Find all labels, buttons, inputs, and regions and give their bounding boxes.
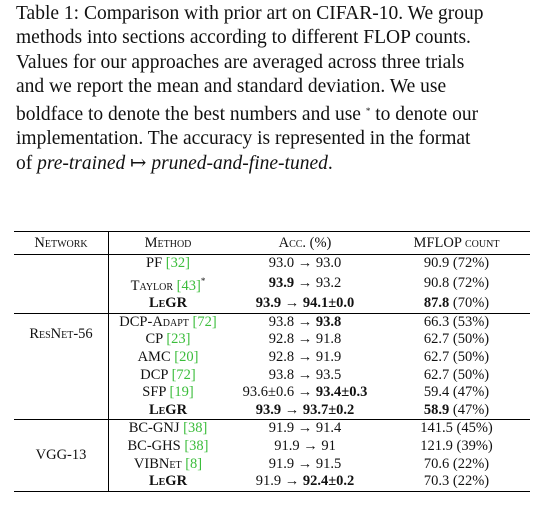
accuracy-cell: 91.9 → 91	[274, 437, 336, 454]
table-row: VGG-13 BC-GNJ [38] 91.9 → 91.4 141.5 (45…	[14, 419, 530, 492]
mflop-cell: 62.7 (50%)	[423, 366, 490, 383]
caption-line: and we report the mean and standard devi…	[16, 75, 447, 97]
table-row: CP [23] 92.8 → 91.8 62.7 (50%)	[14, 331, 530, 349]
accuracy-cell: 91.9 → 92.4±0.2	[255, 473, 355, 490]
network-label: VGG-13	[35, 446, 87, 463]
citation-link[interactable]: [20]	[174, 348, 199, 365]
accuracy-cell: 93.9 → 93.2	[268, 275, 342, 292]
header-mflop: MFLOP count	[413, 235, 500, 251]
caption-italic: pruned-and-fine-tuned	[151, 152, 328, 174]
table-caption: Table 1: Comparison with prior art on CI…	[16, 2, 528, 176]
table-row: ResNet-56 DCP-Adapt [72] 93.8 → 93.8 66.…	[14, 313, 530, 420]
accuracy-cell: 93.9 → 93.7±0.2	[255, 401, 355, 418]
network-cell: ResNet-56	[14, 313, 109, 420]
mflop-cell: 58.9 (47%)	[423, 401, 490, 418]
citation-link[interactable]: [38]	[184, 437, 209, 454]
table-row: VIBNet [8] 91.9 → 91.5 70.6 (22%)	[14, 456, 530, 474]
method-cell: CP [23]	[145, 331, 191, 348]
citation-link[interactable]: [32]	[165, 255, 190, 271]
method-cell: PF [32]	[146, 255, 190, 271]
table-row: AMC [20] 92.8 → 91.9 62.7 (50%)	[14, 349, 530, 367]
accuracy-cell: 92.8 → 91.9	[268, 348, 342, 365]
method-cell: AMC [20]	[137, 348, 199, 365]
caption-line: of pre-trained ↦ pruned-and-fine-tuned.	[16, 152, 528, 176]
method-cell: LeGR	[148, 401, 188, 418]
table-row: DCP [72] 93.8 → 93.5 62.7 (50%)	[14, 367, 530, 385]
mflop-cell: 141.5 (45%)	[420, 420, 493, 437]
citation-link[interactable]: [19]	[169, 384, 194, 401]
table-row: LeGR 91.9 → 92.4±0.2 70.3 (22%)	[14, 473, 530, 492]
mflop-cell: 62.7 (50%)	[423, 331, 490, 348]
caption-line: boldface to denote the best numbers and …	[16, 99, 528, 127]
table-row: Taylor [43]* 93.9 → 93.2 90.8 (72%)	[14, 273, 530, 296]
accuracy-cell: 93.8 → 93.8	[268, 313, 342, 330]
mflop-cell: 90.9 (72%)	[423, 255, 490, 271]
citation-link[interactable]: [23]	[166, 331, 191, 348]
caption-text: to denote our	[370, 104, 479, 126]
citation-link[interactable]: [72]	[192, 313, 217, 330]
accuracy-cell: 93.6±0.6 → 93.4±0.3	[242, 384, 368, 401]
mflop-cell: 87.8 (70%)	[423, 295, 490, 312]
caption-text: of	[16, 152, 38, 174]
table-row: PF [32] 93.0 → 93.0 90.9 (72%)	[14, 254, 530, 314]
citation-link[interactable]: [72]	[171, 366, 196, 383]
header-accuracy: Acc. (%)	[278, 235, 332, 251]
mflop-cell: 66.3 (53%)	[423, 313, 490, 330]
caption-line: methods into sections according to diffe…	[16, 27, 471, 49]
header-network: Network	[14, 231, 109, 255]
table-row: LeGR 93.9 → 94.1±0.0 87.8 (70%)	[14, 295, 530, 313]
mflop-cell: 70.3 (22%)	[423, 473, 490, 490]
caption-line: Table 1: Comparison with prior art on CI…	[16, 3, 484, 24]
mflop-cell: 62.7 (50%)	[423, 348, 490, 365]
network-label: ResNet-56	[29, 325, 93, 342]
mapsto-arrow: ↦	[125, 152, 152, 174]
method-cell: Taylor [43]*	[130, 275, 206, 294]
accuracy-cell: 91.9 → 91.5	[268, 455, 342, 472]
method-cell: DCP-Adapt [72]	[119, 313, 217, 330]
caption-text: boldface to denote the best numbers and …	[16, 104, 366, 126]
method-cell: BC-GNJ [38]	[128, 420, 208, 437]
comparison-table: Network Method Acc. (%) MFLOP count PF […	[14, 231, 530, 492]
table-row: BC-GHS [38] 91.9 → 91 121.9 (39%)	[14, 438, 530, 456]
asterisk-mark: *	[365, 106, 371, 117]
method-cell: SFP [19]	[142, 384, 194, 401]
mflop-cell: 90.8 (72%)	[423, 275, 490, 292]
caption-line: implementation. The accuracy is represen…	[16, 128, 471, 150]
accuracy-cell: 91.9 → 91.4	[268, 420, 342, 437]
method-cell: BC-GHS [38]	[127, 437, 209, 454]
caption-line: Values for our approaches are averaged a…	[16, 51, 465, 73]
network-cell	[14, 254, 109, 314]
mflop-cell: 59.4 (47%)	[423, 384, 490, 401]
method-cell: DCP [72]	[140, 366, 196, 383]
method-cell: LeGR	[148, 473, 188, 490]
table-header-row: Network Method Acc. (%) MFLOP count	[14, 231, 530, 255]
citation-link[interactable]: [8]	[185, 455, 203, 472]
table-row: LeGR 93.9 → 93.7±0.2 58.9 (47%)	[14, 402, 530, 420]
method-cell: VIBNet [8]	[133, 455, 203, 472]
citation-link[interactable]: [38]	[183, 420, 208, 437]
mflop-cell: 121.9 (39%)	[420, 437, 493, 454]
network-cell: VGG-13	[14, 419, 109, 492]
citation-link[interactable]: [43]	[176, 277, 201, 294]
method-cell: LeGR	[148, 295, 188, 312]
accuracy-cell: 92.8 → 91.8	[268, 331, 342, 348]
accuracy-cell: 93.9 → 94.1±0.0	[255, 295, 355, 312]
table-row: SFP [19] 93.6±0.6 → 93.4±0.3 59.4 (47%)	[14, 384, 530, 402]
caption-text: .	[327, 152, 333, 174]
accuracy-cell: 93.8 → 93.5	[268, 366, 342, 383]
mflop-cell: 70.6 (22%)	[423, 455, 490, 472]
caption-italic: pre-trained	[37, 152, 126, 174]
header-method: Method	[144, 235, 192, 251]
accuracy-cell: 93.0 → 93.0	[268, 255, 342, 271]
